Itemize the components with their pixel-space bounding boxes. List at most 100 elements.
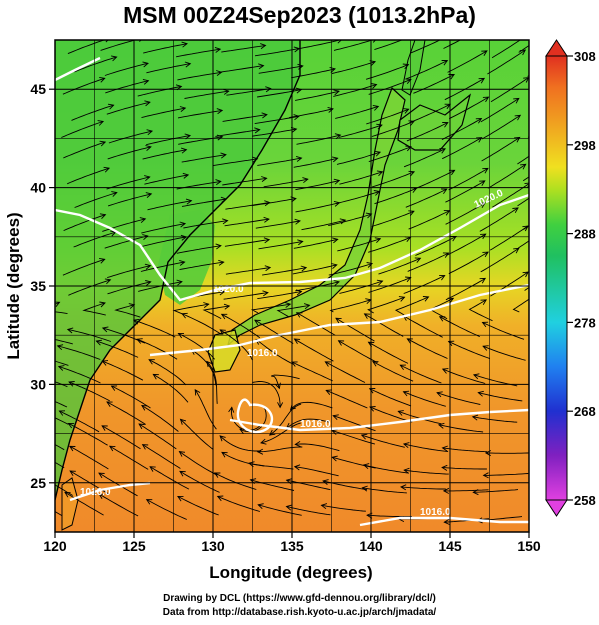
streamline [107,193,152,207]
x-tick-label: 135 [280,538,304,554]
streamline-arrow [148,359,155,365]
streamline [441,118,482,141]
streamline [331,430,376,445]
streamline-arrow [194,388,201,396]
streamline-arrow [402,108,410,114]
streamline [415,236,457,256]
streamline-arrow [481,321,489,328]
streamline [489,225,529,251]
streamline [222,114,267,122]
streamline [286,479,331,491]
streamline [481,137,520,162]
streamline-arrow [293,464,301,471]
streamline-arrow [297,63,304,70]
streamline-arrow [29,333,34,338]
streamline-arrow [58,410,66,416]
streamline-arrow [439,148,446,154]
streamline-arrow [405,78,412,84]
streamline-arrow [333,89,340,96]
streamline-arrow [522,271,529,278]
streamline [62,77,105,95]
streamline [96,340,139,358]
streamline-arrow [472,373,480,380]
streamline [106,401,146,425]
streamline [142,149,187,160]
streamline-arrow [441,60,449,66]
streamline-arrow [144,175,151,182]
streamline [146,135,191,146]
streamline-arrow [403,467,410,474]
streamline-arrow [108,445,116,452]
streamline [177,496,219,516]
streamline-arrow [95,339,103,346]
streamline-arrow [372,104,380,111]
streamline [445,180,486,203]
streamline-arrow [332,237,339,244]
streamline [413,74,455,94]
streamline-arrow [99,76,106,83]
streamline-arrow [372,361,379,367]
x-tick-label: 140 [359,538,383,554]
y-tick-label: 40 [30,180,46,196]
streamline [482,345,526,361]
streamline-arrow [101,326,109,333]
streamline [403,443,449,453]
streamline [98,493,139,517]
streamline-arrow [66,327,74,334]
streamline [408,210,450,230]
streamline [295,202,340,213]
streamline [291,361,333,382]
streamline-arrow [181,41,188,48]
streamline-arrow [260,438,267,445]
streamline-arrow [268,429,276,436]
streamline [407,338,448,359]
streamline [405,188,447,208]
streamline-arrow [69,470,76,477]
streamline-arrow [218,289,226,296]
streamline [252,128,297,137]
streamline-arrow [482,251,489,258]
lat-lon-grid [55,40,529,532]
streamline [326,389,368,409]
streamline [250,303,291,314]
streamline [448,96,489,120]
weather-map: 1020.0 1020.0 1016.0 1016.0 1016.0 1016.… [4,39,596,582]
streamline [55,417,69,425]
streamline [368,78,412,95]
streamline [478,392,523,402]
streamline-arrow [294,441,301,448]
streamline [59,410,100,433]
streamline-arrow [478,77,486,84]
streamline-arrow [441,188,448,194]
streamline [365,64,409,80]
streamline [202,305,230,319]
streamline-arrow [97,120,105,126]
y-tick-label: 35 [30,278,46,294]
streamline [213,158,258,167]
streamline-arrow [325,389,332,395]
streamline-arrow [223,88,230,95]
streamline [369,406,413,423]
x-axis-label: Longitude (degrees) [209,563,372,582]
streamline [479,207,519,232]
streamline [137,85,182,97]
streamline [258,65,303,74]
streamline [269,403,302,436]
streamline [106,101,150,115]
colorbar-tick-label: 258 [574,493,596,508]
streamline [181,154,226,163]
streamline [177,71,222,81]
streamline-arrow [263,216,270,223]
streamline [286,506,331,516]
credit-drawing: Drawing by DCL (https://www.gfd-dennou.o… [163,593,436,604]
streamline-arrow [184,133,192,140]
streamline-arrow [103,166,111,173]
streamline [368,146,412,163]
streamline-arrow [422,296,430,302]
streamline [438,424,484,433]
streamline-arrow [215,243,222,250]
streamline-arrow [146,129,154,136]
streamline-arrow [145,499,153,505]
streamline-arrow [441,368,449,374]
streamline [107,146,151,160]
